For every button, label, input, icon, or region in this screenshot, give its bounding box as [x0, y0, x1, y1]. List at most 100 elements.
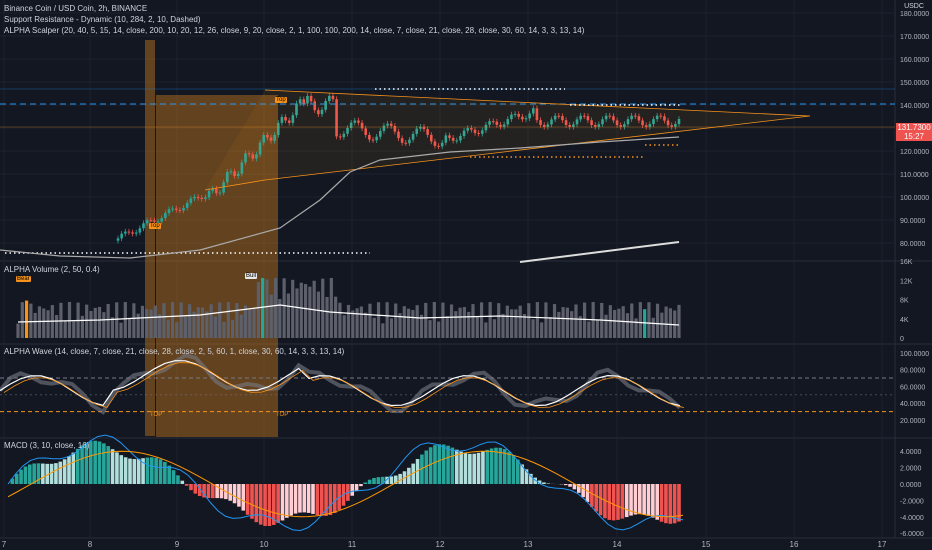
macd-bar [215, 484, 219, 499]
symbol-title[interactable]: Binance Coin / USD Coin, 2h, BINANCE [4, 4, 148, 13]
volume-bar [179, 302, 183, 338]
volume-bar [175, 322, 179, 338]
candle-body [360, 122, 364, 129]
bar-countdown: 15:27 [903, 132, 925, 141]
candle-body [309, 95, 313, 102]
candle-body [225, 171, 229, 183]
macd-bar [672, 484, 677, 524]
price-tick-label: 80.0000 [900, 241, 925, 248]
candle-body [145, 220, 149, 224]
macd-bar [171, 470, 176, 484]
candle-body [608, 115, 612, 117]
volume-bar [295, 288, 299, 338]
candle-body [444, 135, 448, 143]
volume-bar [677, 304, 681, 338]
volume-bar [351, 310, 355, 338]
volume-bar [557, 311, 561, 338]
candle-body [182, 207, 185, 211]
candle-body [663, 116, 666, 121]
volume-bar [625, 313, 630, 338]
macd-bar [106, 446, 111, 484]
wave-top-label-2: TOP [276, 412, 289, 418]
candle-body [342, 133, 346, 138]
candle-body [287, 120, 291, 123]
volume-bar [359, 306, 363, 338]
volume-bar [540, 322, 544, 338]
macd-bar [110, 449, 115, 484]
wave-legend[interactable]: ALPHA Wave (14, close, 7, close, 21, clo… [4, 347, 345, 356]
volume-bar [299, 282, 303, 338]
candle-body [204, 197, 207, 199]
macd-bar [420, 454, 424, 484]
candle-body [517, 113, 521, 117]
macd-bar [494, 447, 498, 484]
candle-body [459, 136, 462, 141]
macd-bar [415, 459, 420, 484]
candle-body [572, 124, 575, 127]
volume-bar [231, 319, 235, 338]
macd-bar [298, 484, 302, 513]
volume-tick-label: 12K [900, 278, 913, 285]
volume-bar [218, 302, 222, 338]
support-resistance-legend[interactable]: Support Resistance - Dynamic (10, 284, 2… [4, 15, 201, 24]
candle-body [568, 124, 572, 127]
candle-body [171, 208, 174, 210]
candle-body [149, 220, 153, 222]
candle-body [619, 125, 623, 127]
alpha-scalper-legend[interactable]: ALPHA Scalper (20, 40, 5, 15, 14, close,… [4, 26, 585, 35]
candle-body [495, 121, 499, 125]
price-tick-label: 170.0000 [900, 34, 929, 41]
macd-bar [10, 478, 15, 484]
volume-bar [617, 308, 621, 338]
candle-body [335, 99, 338, 137]
volume-bar [329, 278, 333, 338]
macd-bar [293, 484, 298, 514]
volume-bar [269, 294, 273, 338]
candle-body [524, 118, 528, 120]
volume-bar [522, 313, 527, 338]
volume-legend[interactable]: ALPHA Volume (2, 50, 0.4) [4, 265, 100, 274]
candle-body [623, 124, 626, 127]
macd-bar [533, 477, 538, 484]
volume-bar [578, 316, 582, 338]
volume-bar [55, 315, 59, 338]
macd-bar [163, 461, 167, 484]
volume-bar [188, 304, 192, 338]
volume-bar [621, 306, 625, 338]
macd-bar [271, 484, 276, 525]
candle-body [582, 115, 586, 117]
macd-bar [446, 445, 450, 484]
candle-body [550, 119, 553, 125]
macd-bar [629, 484, 633, 516]
candle-body [579, 115, 582, 120]
volume-bar [655, 303, 660, 338]
volume-bar [445, 316, 449, 338]
candle-body [291, 115, 295, 123]
macd-bar [54, 463, 58, 484]
time-tick-label: 16 [790, 540, 799, 549]
volume-bar [634, 318, 638, 338]
time-tick-label: 10 [260, 540, 269, 549]
volume-bar [548, 316, 552, 338]
wave-signal-line [3, 362, 684, 408]
macd-legend[interactable]: MACD (3, 10, close, 16) [4, 441, 90, 450]
candle-body [393, 125, 397, 132]
candle-body [120, 233, 123, 239]
macd-bar [376, 477, 381, 484]
last-price-badge[interactable]: 131.7300 15:27 [896, 123, 932, 141]
macd-bar [41, 463, 45, 484]
macd-bar [454, 449, 459, 484]
candle-body [615, 120, 619, 126]
candle-body [153, 220, 156, 222]
candle-body [327, 95, 331, 101]
volume-bar [316, 291, 321, 338]
macd-bar [180, 480, 185, 484]
volume-bar [668, 308, 673, 338]
time-tick-label: 8 [88, 540, 93, 549]
volume-bar [16, 323, 20, 338]
macd-bar [154, 457, 158, 484]
candle-body [659, 115, 663, 117]
candle-body [174, 208, 178, 210]
wave-tick-label: 40.0000 [900, 401, 925, 408]
